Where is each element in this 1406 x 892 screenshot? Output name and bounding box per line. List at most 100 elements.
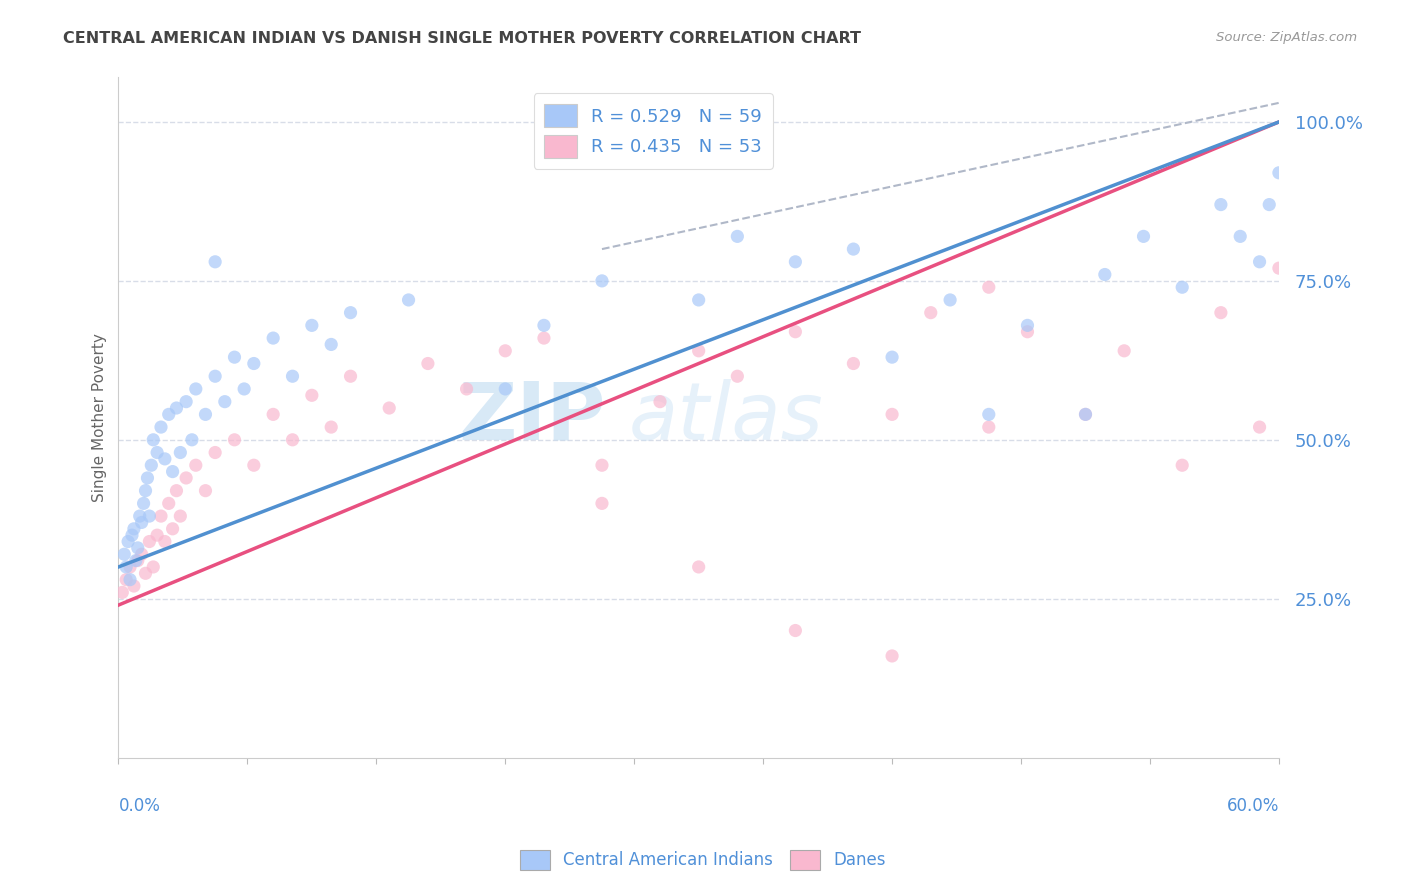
- Point: [785, 325, 807, 339]
- Point: [398, 293, 420, 307]
- Point: [184, 382, 207, 396]
- Point: [136, 471, 159, 485]
- Point: [162, 522, 184, 536]
- Point: [494, 382, 516, 396]
- Point: [648, 394, 671, 409]
- Point: [533, 331, 555, 345]
- Point: [977, 420, 1000, 434]
- Point: [281, 369, 304, 384]
- Point: [1268, 261, 1291, 276]
- Point: [842, 357, 865, 371]
- Text: ZIP: ZIP: [458, 378, 606, 457]
- Point: [111, 585, 134, 599]
- Point: [591, 496, 613, 510]
- Point: [122, 579, 145, 593]
- Point: [127, 553, 149, 567]
- Point: [1229, 229, 1251, 244]
- Legend: Central American Indians, Danes: Central American Indians, Danes: [513, 843, 893, 877]
- Point: [725, 369, 748, 384]
- Point: [153, 534, 176, 549]
- Point: [184, 458, 207, 473]
- Point: [174, 471, 197, 485]
- Point: [920, 306, 942, 320]
- Point: [134, 566, 156, 581]
- Point: [142, 433, 165, 447]
- Point: [117, 534, 139, 549]
- Point: [233, 382, 256, 396]
- Point: [150, 420, 173, 434]
- Point: [115, 573, 138, 587]
- Point: [301, 318, 323, 333]
- Point: [321, 420, 343, 434]
- Text: Source: ZipAtlas.com: Source: ZipAtlas.com: [1216, 31, 1357, 45]
- Point: [162, 465, 184, 479]
- Point: [128, 509, 150, 524]
- Point: [1114, 343, 1136, 358]
- Point: [1074, 408, 1097, 422]
- Point: [157, 496, 180, 510]
- Point: [157, 408, 180, 422]
- Y-axis label: Single Mother Poverty: Single Mother Poverty: [93, 333, 107, 502]
- Point: [1132, 229, 1154, 244]
- Point: [169, 445, 191, 459]
- Point: [138, 509, 160, 524]
- Point: [204, 445, 226, 459]
- Point: [1074, 408, 1097, 422]
- Point: [339, 306, 361, 320]
- Point: [224, 350, 246, 364]
- Point: [204, 369, 226, 384]
- Point: [131, 516, 153, 530]
- Point: [1249, 420, 1271, 434]
- Point: [125, 553, 148, 567]
- Point: [977, 408, 1000, 422]
- Point: [301, 388, 323, 402]
- Point: [134, 483, 156, 498]
- Text: CENTRAL AMERICAN INDIAN VS DANISH SINGLE MOTHER POVERTY CORRELATION CHART: CENTRAL AMERICAN INDIAN VS DANISH SINGLE…: [63, 31, 862, 46]
- Point: [977, 280, 1000, 294]
- Text: 0.0%: 0.0%: [118, 797, 160, 814]
- Point: [494, 343, 516, 358]
- Point: [842, 242, 865, 256]
- Point: [688, 560, 710, 574]
- Point: [1171, 280, 1194, 294]
- Point: [262, 331, 284, 345]
- Point: [785, 624, 807, 638]
- Point: [1209, 306, 1232, 320]
- Point: [339, 369, 361, 384]
- Point: [281, 433, 304, 447]
- Text: atlas: atlas: [628, 378, 824, 457]
- Point: [204, 254, 226, 268]
- Point: [378, 401, 401, 415]
- Point: [243, 357, 266, 371]
- Point: [1094, 268, 1116, 282]
- Point: [880, 648, 903, 663]
- Point: [166, 401, 188, 415]
- Point: [132, 496, 155, 510]
- Point: [150, 509, 173, 524]
- Point: [146, 528, 169, 542]
- Point: [118, 573, 141, 587]
- Point: [939, 293, 962, 307]
- Point: [112, 547, 135, 561]
- Point: [880, 408, 903, 422]
- Point: [194, 483, 217, 498]
- Point: [880, 350, 903, 364]
- Point: [1258, 197, 1281, 211]
- Point: [1209, 197, 1232, 211]
- Point: [1171, 458, 1194, 473]
- Point: [591, 274, 613, 288]
- Point: [688, 343, 710, 358]
- Point: [169, 509, 191, 524]
- Point: [153, 451, 176, 466]
- Point: [456, 382, 478, 396]
- Point: [181, 433, 204, 447]
- Point: [174, 394, 197, 409]
- Point: [122, 522, 145, 536]
- Point: [224, 433, 246, 447]
- Point: [1017, 318, 1039, 333]
- Point: [416, 357, 439, 371]
- Point: [533, 318, 555, 333]
- Point: [1249, 254, 1271, 268]
- Point: [214, 394, 236, 409]
- Point: [262, 408, 284, 422]
